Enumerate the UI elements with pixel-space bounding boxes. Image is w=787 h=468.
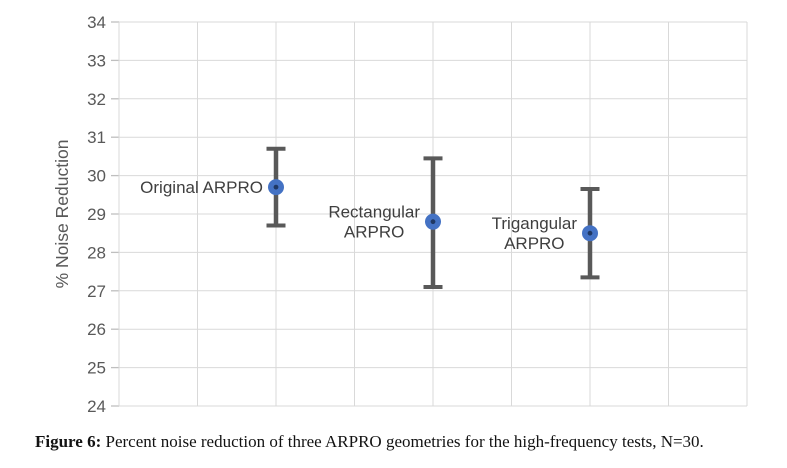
y-tick-label: 26 (87, 320, 106, 339)
y-tick-label: 29 (87, 205, 106, 224)
point-label: ARPRO (344, 223, 404, 242)
y-axis-title: % Noise Reduction (52, 140, 72, 289)
y-tick-label: 33 (87, 51, 106, 70)
y-tick-label: 27 (87, 282, 106, 301)
marker-center-dot (430, 219, 436, 225)
point-label: ARPRO (504, 234, 564, 253)
figure-caption: Figure 6: Percent noise reduction of thr… (35, 430, 771, 454)
marker-center-dot (587, 230, 593, 236)
y-tick-label: 34 (87, 13, 106, 32)
figure-caption-text: Percent noise reduction of three ARPRO g… (101, 432, 704, 451)
figure-caption-label: Figure 6: (35, 432, 102, 451)
y-tick-label: 31 (87, 128, 106, 147)
y-axis-ticks (111, 21, 119, 407)
y-tick-label: 28 (87, 243, 106, 262)
point-label: Original ARPRO (140, 178, 263, 197)
marker-center-dot (273, 184, 279, 190)
y-tick-label: 24 (87, 397, 106, 416)
y-tick-label: 30 (87, 167, 106, 186)
y-tick-label: 32 (87, 90, 106, 109)
point-label: Trigangular (492, 214, 578, 233)
y-tick-label: 25 (87, 359, 106, 378)
data-series-original-arpro: Original ARPRO (140, 146, 286, 228)
point-label: Rectangular (328, 203, 420, 222)
noise-reduction-chart: 24 25 26 27 28 29 30 31 32 33 34 % Noise Reduction O… (52, 13, 748, 416)
y-axis-tick-labels: 24 25 26 27 28 29 30 31 32 33 34 (87, 13, 106, 416)
